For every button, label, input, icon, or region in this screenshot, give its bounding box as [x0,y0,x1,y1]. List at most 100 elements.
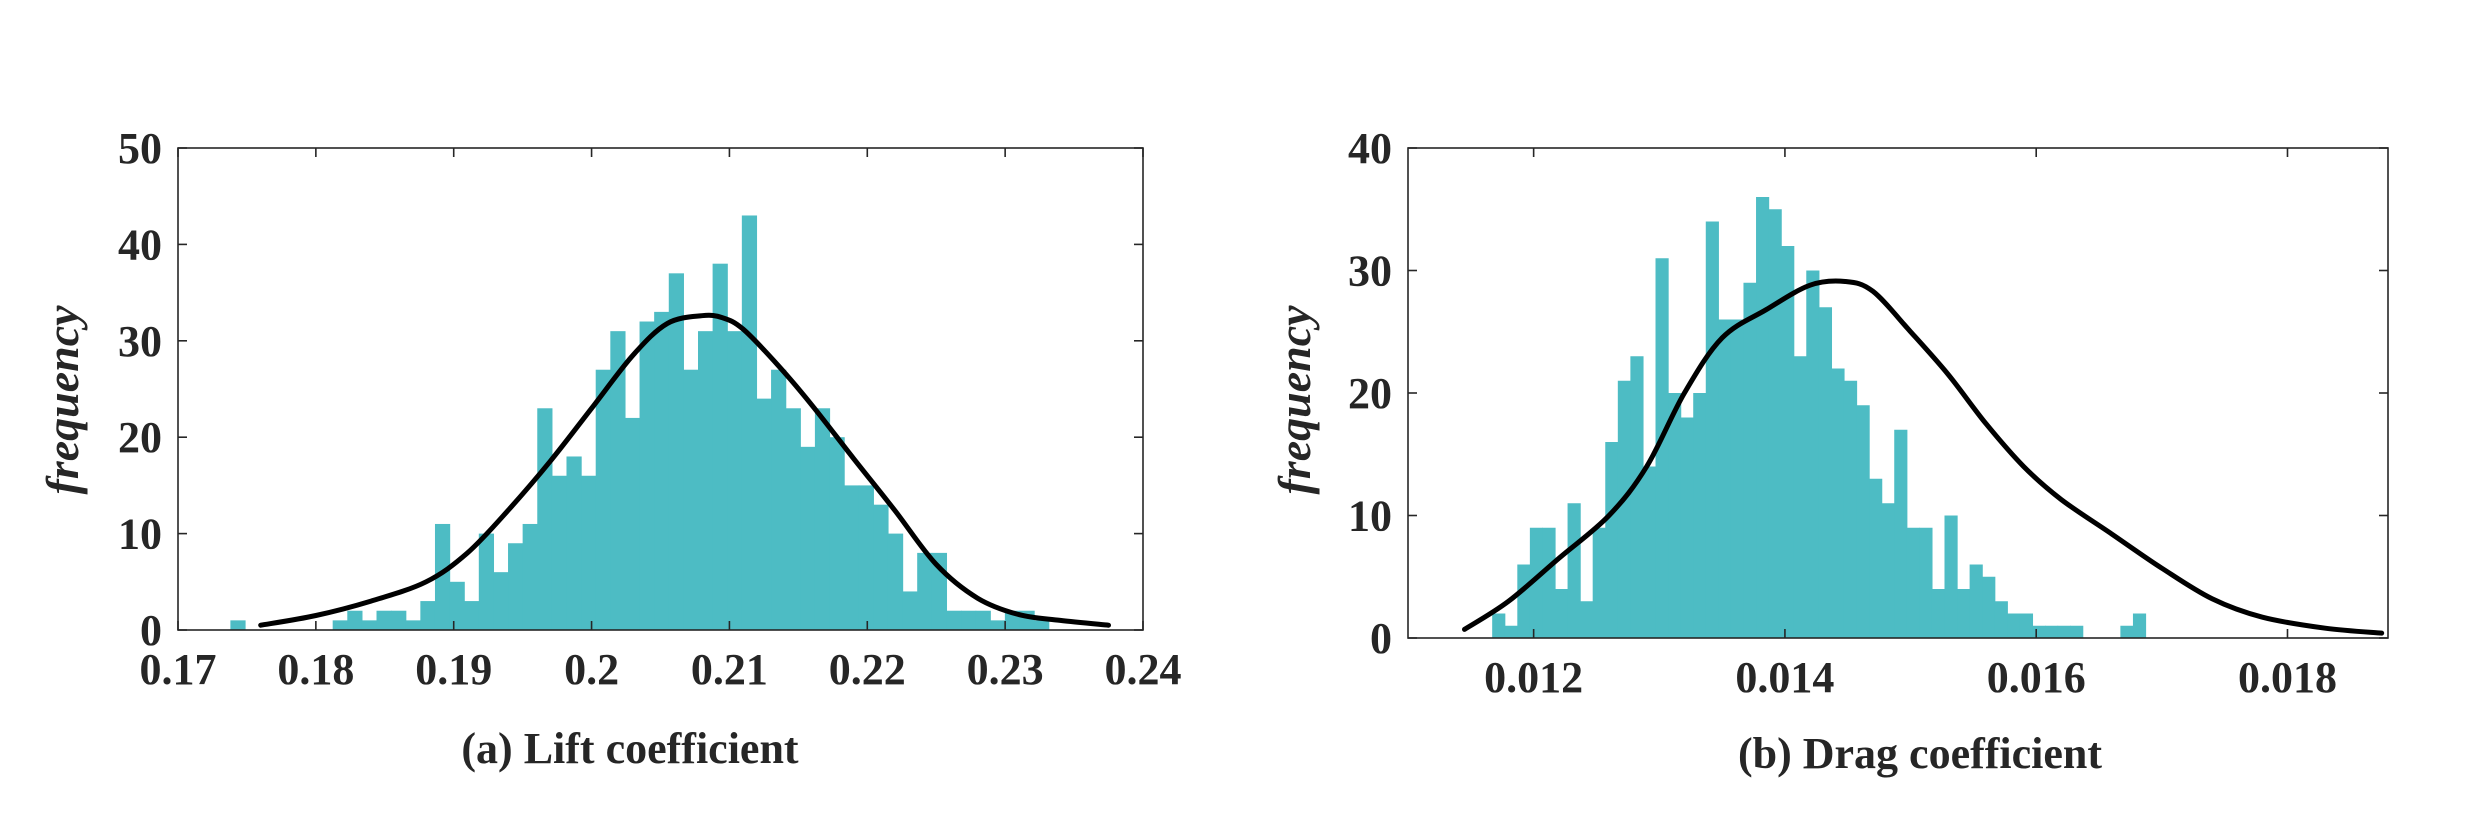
chart-a-bar [698,331,714,630]
chart-a-bar [595,369,611,630]
chart-b-x-tick-label: 0.018 [2238,653,2337,702]
chart-a-bar [420,601,436,630]
chart-a-bar [844,485,860,630]
chart-a-bar [478,533,495,630]
chart-a-bar [741,215,758,631]
chart-a-x-tick-label: 0.18 [277,645,354,694]
chart-a-caption: (a) Lift coefficient [461,724,799,773]
chart-a-bar [376,610,392,630]
chart-b-bar [1743,282,1757,638]
chart-a-bar [566,456,582,630]
chart-a-bar [551,475,568,630]
chart-a-y-tick-label: 50 [118,124,162,173]
chart-b-bar [1492,613,1506,638]
chart-b-ticks [1408,147,2388,639]
chart-b-bar [1605,442,1619,638]
chart-b-x-tick-label: 0.016 [1987,653,2086,702]
chart-b-y-tick-label: 0 [1370,614,1392,663]
chart-a-y-tick-label: 40 [118,220,162,269]
chart-b-bar [2057,625,2071,638]
chart-a-bar [624,417,641,630]
chart-b-bar [1957,589,1971,638]
chart-b-y-tick-label: 10 [1348,492,1392,541]
chart-a-bar [727,331,743,630]
chart-a-bar [800,446,816,630]
chart-b-bar [1793,356,1807,638]
chart-b-bar [1994,601,2008,638]
chart-b-bar [2120,625,2134,638]
chart-a-bar [332,620,348,630]
chart-b-y-tick-labels: 0 10 20 30 40 [1348,124,1392,663]
chart-b-y-tick-label: 30 [1348,247,1392,296]
chart-a-bar [581,475,597,630]
chart-b-y-tick-label: 20 [1348,369,1392,418]
chart-a-bar [829,437,845,630]
chart-a-bars [230,215,1050,631]
chart-b-bar [1504,625,1518,638]
chart-a-bar [946,610,962,630]
chart-a-bar [814,408,831,630]
chart-a-bar [230,620,246,630]
chart-a-bar [756,398,772,630]
chart-a-bar [654,311,670,630]
chart-b-bar [1668,393,1682,638]
chart-a-x-tick-label: 0.23 [967,645,1044,694]
chart-b-bar [1982,576,1996,638]
chart-b-caption: (b) Drag coefficient [1738,729,2102,778]
chart-a: 0.17 0.18 0.19 0.2 0.21 0.22 0.23 0.24 0 10 20 30 4… [37,124,1182,773]
chart-a-bar [785,408,801,630]
chart-b-bar [1768,209,1782,638]
chart-a-bar [975,610,991,630]
chart-a-y-axis-label: frequency [37,305,88,495]
chart-a-bar [990,620,1006,630]
chart-a-x-tick-label: 0.24 [1105,645,1182,694]
chart-b-bar [2045,625,2059,638]
chart-b-bar [1529,527,1544,638]
chart-b-y-tick-label: 40 [1348,124,1392,173]
chart-a-bar [537,408,553,630]
chart-b-bar [1806,270,1820,638]
chart-b-bar [2070,625,2084,638]
chart-a-bar [508,543,524,630]
chart-b: 0.012 0.014 0.016 0.018 0 10 20 30 40 frequency… [1269,124,2389,778]
chart-a-bar [771,369,787,630]
chart-b-x-tick-label: 0.014 [1735,653,1834,702]
chart-a-bar [405,620,421,630]
chart-a-bar [1034,620,1050,630]
chart-b-bar [1781,246,1795,638]
chart-b-x-tick-label: 0.012 [1484,653,1583,702]
chart-a-bar [902,591,918,630]
chart-a-x-tick-label: 0.2 [564,645,619,694]
chart-a-bar [610,331,626,630]
chart-b-bar [1580,601,1594,638]
chart-a-bar [683,369,699,630]
chart-a-bar [668,273,684,630]
chart-b-x-tick-labels: 0.012 0.014 0.016 0.018 [1484,653,2337,702]
chart-a-bar [361,620,378,630]
chart-b-bar [1894,429,1908,638]
chart-b-bar [1718,319,1732,638]
chart-a-y-tick-label: 10 [118,510,162,559]
chart-a-bar [887,533,904,630]
chart-a-x-tick-label: 0.21 [691,645,768,694]
chart-a-y-tick-labels: 0 10 20 30 40 50 [118,124,162,655]
chart-b-bar [1693,393,1707,638]
chart-b-bar [1642,466,1657,638]
chart-a-y-tick-label: 30 [118,317,162,366]
chart-b-fit-curve [1462,278,2385,636]
chart-a-frame [177,147,1144,631]
chart-b-bar [1705,221,1719,638]
chart-b-bar [1517,564,1531,638]
chart-a-ticks [177,147,1144,631]
chart-a-bar [347,610,363,630]
chart-a-x-tick-label: 0.19 [415,645,492,694]
chart-a-bar [858,485,874,630]
chart-b-bars [1492,197,2147,638]
chart-b-bar [1730,319,1745,638]
chart-b-bar [1567,503,1581,638]
chart-b-bar [1969,564,1983,638]
chart-b-bar [1919,527,1933,638]
chart-a-bar [391,610,407,630]
